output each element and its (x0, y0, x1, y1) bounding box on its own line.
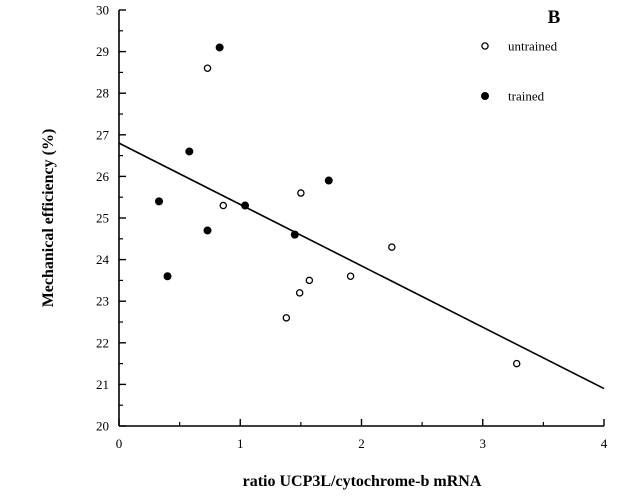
y-tick-label-22: 22 (96, 335, 109, 350)
untrained-point-4 (295, 289, 304, 297)
legend-marker-trained (480, 92, 489, 101)
y-tick-label-27: 27 (96, 127, 110, 142)
x-tick-label-3: 3 (480, 436, 487, 451)
trained-point-3 (163, 272, 172, 281)
y-tick-label-29: 29 (96, 44, 109, 59)
legend-marker-untrained (481, 42, 489, 50)
trained-point-4 (203, 226, 212, 235)
trained-point-1 (185, 147, 194, 156)
trained-point-7 (324, 176, 333, 185)
untrained-point-5 (305, 276, 314, 285)
untrained-point-1 (219, 201, 228, 210)
panel-label: B (548, 7, 561, 28)
x-tick-label-2: 2 (358, 436, 365, 451)
x-axis-title: ratio UCP3L/cytochrome-b mRNA (243, 473, 482, 490)
legend: untrained trained (480, 39, 558, 104)
y-tick-label-30: 30 (96, 3, 109, 18)
untrained-point-7 (388, 243, 396, 251)
y-tick-label-25: 25 (96, 211, 109, 226)
trained-point-2 (155, 197, 164, 206)
untrained-point-2 (297, 189, 305, 197)
y-tick-label-20: 20 (96, 419, 109, 434)
y-tick-label-23: 23 (96, 294, 109, 309)
untrained-point-0 (203, 64, 212, 72)
untrained-point-6 (346, 272, 355, 280)
legend-label-trained: trained (508, 89, 545, 104)
untrained-point-3 (282, 314, 291, 322)
y-tick-label-28: 28 (96, 86, 109, 101)
regression-line (118, 142, 605, 390)
untrained-point-8 (512, 359, 521, 368)
y-axis-title: Mechanical efficiency (%) (40, 129, 57, 308)
trained-point-5 (241, 201, 250, 210)
y-tick-label-24: 24 (96, 252, 110, 267)
y-tick-label-26: 26 (96, 169, 110, 184)
x-tick-label-1: 1 (237, 436, 244, 451)
x-tick-label-4: 4 (601, 436, 608, 451)
y-tick-label-21: 21 (96, 377, 109, 392)
trained-point-6 (290, 230, 299, 239)
x-tick-label-0: 0 (116, 436, 123, 451)
trained-point-0 (215, 43, 224, 52)
legend-label-untrained: untrained (508, 39, 558, 54)
